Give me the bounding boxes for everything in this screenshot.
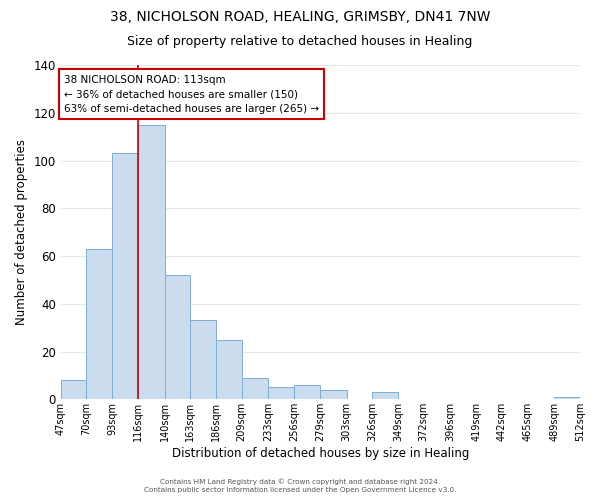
Bar [268,388,294,400]
Bar [373,392,398,400]
Text: Contains HM Land Registry data © Crown copyright and database right 2024.: Contains HM Land Registry data © Crown c… [160,478,440,485]
Bar [242,378,268,400]
Bar [190,320,216,400]
X-axis label: Distribution of detached houses by size in Healing: Distribution of detached houses by size … [172,447,469,460]
Text: Contains public sector information licensed under the Open Government Licence v3: Contains public sector information licen… [144,487,456,493]
Text: 38, NICHOLSON ROAD, HEALING, GRIMSBY, DN41 7NW: 38, NICHOLSON ROAD, HEALING, GRIMSBY, DN… [110,10,490,24]
Bar [86,249,112,400]
Bar [294,385,320,400]
Text: 38 NICHOLSON ROAD: 113sqm
← 36% of detached houses are smaller (150)
63% of semi: 38 NICHOLSON ROAD: 113sqm ← 36% of detac… [64,74,319,114]
Bar [61,380,86,400]
Text: Size of property relative to detached houses in Healing: Size of property relative to detached ho… [127,35,473,48]
Bar [320,390,347,400]
Bar [138,124,164,400]
Bar [554,397,580,400]
Bar [216,340,242,400]
Bar [164,275,190,400]
Y-axis label: Number of detached properties: Number of detached properties [15,139,28,325]
Bar [112,154,138,400]
